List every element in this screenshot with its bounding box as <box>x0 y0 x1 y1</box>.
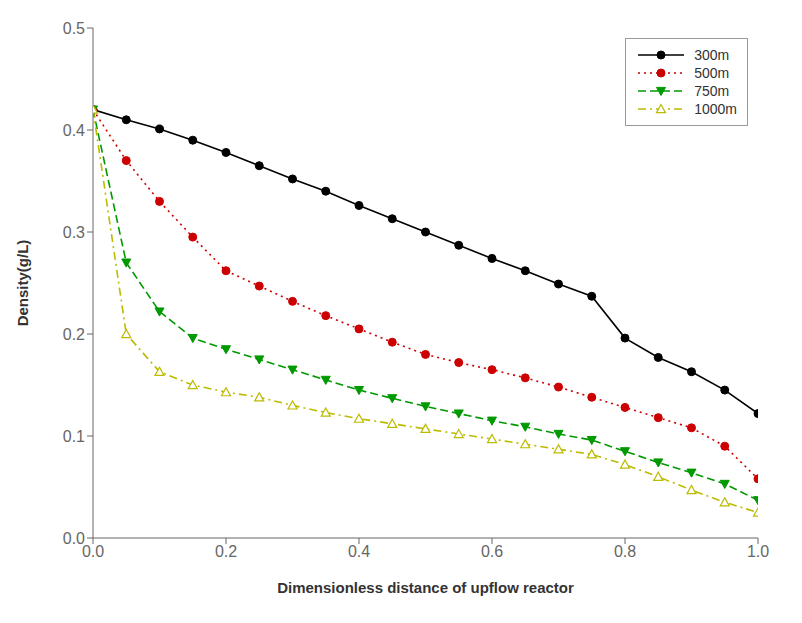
svg-text:0.5: 0.5 <box>63 20 85 37</box>
svg-text:0.2: 0.2 <box>63 326 85 343</box>
svg-text:0.6: 0.6 <box>481 543 503 560</box>
svg-text:0.2: 0.2 <box>215 543 237 560</box>
svg-text:0.0: 0.0 <box>82 543 104 560</box>
svg-text:0.0: 0.0 <box>63 530 85 547</box>
svg-text:0.8: 0.8 <box>614 543 636 560</box>
svg-text:0.4: 0.4 <box>348 543 370 560</box>
svg-text:Density(g/L): Density(g/L) <box>14 240 31 327</box>
html-text:1000m: 1000m <box>694 101 737 117</box>
svg-text:1.0: 1.0 <box>747 543 769 560</box>
html-text:750m: 750m <box>694 83 730 99</box>
svg-text:Dimensionless distance of upfl: Dimensionless distance of upflow reactor <box>277 579 574 596</box>
svg-text:0.4: 0.4 <box>63 122 85 139</box>
html-text:300m: 300m <box>694 47 730 63</box>
svg-text:0.1: 0.1 <box>63 428 85 445</box>
svg-text:0.3: 0.3 <box>63 224 85 241</box>
html-text:500m: 500m <box>694 65 730 81</box>
